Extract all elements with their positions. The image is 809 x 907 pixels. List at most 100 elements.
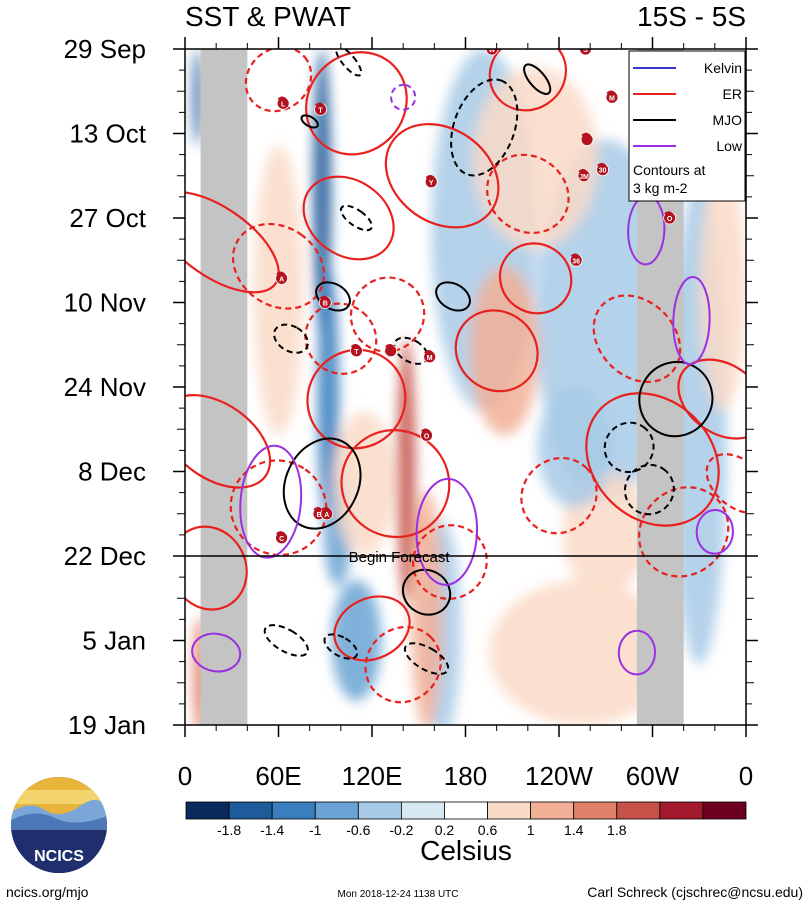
low-contour <box>672 275 711 366</box>
colorbar-swatch <box>400 801 445 820</box>
svg-text:M: M <box>427 355 433 362</box>
colorbar-swatch <box>444 801 488 820</box>
storm-marker: 30 <box>596 162 610 177</box>
storm-marker: M <box>605 90 619 104</box>
forecast-label: Begin Forecast <box>349 549 451 566</box>
low-contour <box>617 629 657 676</box>
svg-text:B: B <box>323 301 328 308</box>
sst-anomaly-patch <box>699 169 746 412</box>
svg-text:M: M <box>609 95 615 102</box>
er-contour <box>302 175 395 261</box>
x-tick-label: 60E <box>255 761 301 791</box>
storm-marker: B <box>318 295 332 309</box>
storm-marker <box>580 132 594 146</box>
mjo-contour <box>403 642 450 675</box>
low-contour <box>695 509 734 555</box>
colorbar-swatch <box>573 801 618 820</box>
legend-entry: MJO <box>633 112 742 128</box>
logo-text: NCICS <box>34 848 84 865</box>
svg-text:T: T <box>318 107 323 114</box>
er-contour <box>333 595 411 662</box>
er-contour <box>364 625 442 704</box>
legend: Kelvin ER MJO Low Contours at 3 kg m-2 <box>628 50 746 202</box>
sst-anomaly-patch <box>470 266 539 436</box>
mjo-contour <box>450 78 519 177</box>
er-contour <box>585 392 720 527</box>
x-tick-label: 180 <box>444 761 487 791</box>
y-tick-label: 29 Sep <box>64 34 146 64</box>
sst-anomaly-patch <box>488 580 676 725</box>
colorbar-tick-label: -1.8 <box>217 822 241 838</box>
x-tick-label: 0 <box>178 761 192 791</box>
mjo-contour <box>603 421 655 474</box>
x-tick-label: 120E <box>342 761 403 791</box>
er-contour <box>520 456 598 535</box>
colorbar-tick-label: 0.6 <box>478 822 498 838</box>
svg-text:L: L <box>281 101 286 108</box>
er-contour <box>592 294 682 384</box>
y-tick-label: 13 Oct <box>69 119 146 149</box>
sst-anomaly-patch <box>317 266 340 532</box>
y-tick-label: 24 Nov <box>64 372 146 402</box>
svg-text:JM: JM <box>579 174 589 181</box>
mjo-contour <box>335 49 363 77</box>
svg-text:30: 30 <box>599 168 607 175</box>
colorbar-swatch <box>616 801 661 820</box>
er-contour <box>305 51 408 156</box>
colorbar-tick-label: 1.4 <box>564 822 584 838</box>
x-tick-label: 60W <box>626 761 680 791</box>
svg-text:Y: Y <box>429 180 434 187</box>
storm-marker: M <box>423 350 437 364</box>
mjo-contour <box>339 204 373 232</box>
storm-marker: S <box>579 49 592 56</box>
mjo-contour <box>523 63 552 95</box>
storm-marker: Y <box>424 175 438 189</box>
legend-note-line1: Contours at <box>633 162 705 178</box>
svg-text:B: B <box>316 512 321 519</box>
storm-marker: A <box>320 507 334 521</box>
region-label: 15S - 5S <box>637 1 746 32</box>
colorbar-swatch <box>530 801 575 820</box>
storm-marker: O <box>663 211 677 225</box>
er-contour <box>498 242 573 315</box>
colorbar-swatch <box>702 801 747 820</box>
svg-text:O: O <box>424 433 430 440</box>
legend-note-line2: 3 kg m-2 <box>633 180 688 196</box>
storm-marker <box>384 344 398 358</box>
colorbar-tick-label: -1.4 <box>260 822 284 838</box>
footer-url: ncics.org/mjo <box>6 884 89 900</box>
low-contour <box>191 632 242 673</box>
colorbar-swatch <box>271 801 316 820</box>
mjo-contour <box>273 323 309 354</box>
er-contour <box>185 525 248 611</box>
storm-marker: A <box>275 271 289 285</box>
storm-marker: W <box>485 47 499 56</box>
legend-box <box>628 50 746 202</box>
colorbar-tick-label: 1 <box>527 822 535 838</box>
svg-text:W: W <box>489 47 496 54</box>
mjo-contour <box>263 624 309 657</box>
svg-text:A: A <box>324 512 329 519</box>
er-contour <box>638 486 730 578</box>
y-tick-label: 19 Jan <box>68 710 146 740</box>
colorbar-tick-label: -0.2 <box>389 822 413 838</box>
er-contour <box>677 358 746 440</box>
sst-anomaly-patch <box>253 145 304 436</box>
svg-text:Kelvin: Kelvin <box>704 60 742 76</box>
storm-marker: 36 <box>569 253 583 267</box>
mjo-contour <box>323 633 359 660</box>
sst-anomaly-patch <box>331 580 382 701</box>
colorbar-tick-label: -1 <box>309 822 322 838</box>
er-contour <box>488 49 568 112</box>
mjo-contour <box>300 114 319 129</box>
colorbar-swatch <box>185 801 230 820</box>
y-tick-label: 27 Oct <box>69 203 146 233</box>
svg-text:O: O <box>667 216 673 223</box>
svg-text:ER: ER <box>723 86 742 102</box>
er-contour <box>454 309 539 393</box>
low-contour <box>390 83 417 111</box>
er-contour <box>349 276 426 353</box>
colorbar-tick-label: 1.8 <box>607 822 627 838</box>
storm-marker: JM <box>577 169 591 183</box>
